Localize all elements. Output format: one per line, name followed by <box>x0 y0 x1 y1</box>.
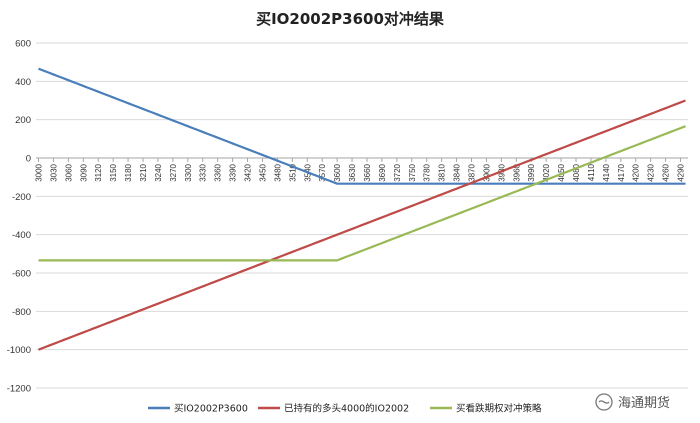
x-tick-label: 3660 <box>363 163 372 181</box>
x-tick-label: 3300 <box>184 163 193 181</box>
x-tick-label: 3960 <box>512 163 521 181</box>
x-tick-label: 3390 <box>229 163 238 181</box>
x-tick-label: 3030 <box>49 163 58 181</box>
x-tick-label: 4110 <box>587 163 596 181</box>
x-tick-label: 3060 <box>64 163 73 181</box>
y-tick-label: 400 <box>15 77 31 88</box>
y-tick-label: -800 <box>12 307 31 318</box>
x-tick-label: 4170 <box>617 163 626 181</box>
x-tick-label: 3420 <box>244 163 253 181</box>
legend-label-2: 已持有的多头4000的IO2002 <box>284 403 409 415</box>
x-tick-label: 3810 <box>438 163 447 181</box>
y-tick-label: 200 <box>15 115 31 126</box>
y-tick-label: -1000 <box>7 345 31 356</box>
series-line-3 <box>38 125 686 262</box>
legend: 买IO2002P3600 已持有的多头4000的IO2002 买看跌期权对冲策略 <box>148 403 542 415</box>
x-tick-label: 3750 <box>408 163 417 181</box>
x-tick-label: 3630 <box>348 163 357 181</box>
watermark-logo-icon <box>595 393 613 411</box>
x-tick-label: 3840 <box>453 163 462 181</box>
y-tick-label: -200 <box>12 192 31 203</box>
series-line-2 <box>38 99 686 351</box>
x-tick-label: 3990 <box>527 163 536 181</box>
y-tick-label: 600 <box>15 39 31 50</box>
x-tick-label: 4080 <box>572 163 581 181</box>
x-tick-label: 4260 <box>662 163 671 181</box>
watermark: 海通期货 <box>595 393 670 411</box>
y-tick-label: 0 <box>26 154 31 165</box>
x-tick-label: 4230 <box>647 163 656 181</box>
x-tick-label: 3210 <box>139 163 148 181</box>
y-tick-label: -1200 <box>7 384 31 395</box>
x-tick-label: 4050 <box>557 163 566 181</box>
x-tick-label: 3240 <box>154 163 163 181</box>
x-tick-label: 3600 <box>333 163 342 181</box>
x-tick-label: 3900 <box>482 163 491 181</box>
x-tick-label: 3690 <box>378 163 387 181</box>
x-tick-label: 3330 <box>199 163 208 181</box>
x-tick-label: 4290 <box>677 163 686 181</box>
x-tick-label: 4140 <box>602 163 611 181</box>
y-tick-label: -600 <box>12 269 31 280</box>
x-tick-label: 3360 <box>214 163 223 181</box>
x-tick-label: 3870 <box>467 163 476 181</box>
legend-label-3: 买看跌期权对冲策略 <box>456 403 542 415</box>
x-tick-label: 4200 <box>632 163 641 181</box>
x-tick-label: 4020 <box>542 163 551 181</box>
x-tick-label: 3480 <box>273 163 282 181</box>
x-tick-label: 3510 <box>288 163 297 181</box>
x-tick-label: 3180 <box>124 163 133 181</box>
x-tick-label: 3270 <box>169 163 178 181</box>
x-tick-label: 3150 <box>109 163 118 181</box>
y-axis-ticks: 600 400 200 0 -200 -400 -600 -800 -1000 -1200 <box>7 39 31 395</box>
x-tick-label: 3090 <box>79 163 88 181</box>
series-line-1 <box>38 67 686 185</box>
watermark-text: 海通期货 <box>618 395 670 411</box>
chart-title: 买IO2002P3600对冲结果 <box>256 10 445 28</box>
x-axis: 3000 3030 3060 3090 3120 3150 3180 3210 3240 3270… <box>34 157 688 182</box>
x-tick-label: 3780 <box>423 163 432 181</box>
x-tick-label: 3120 <box>94 163 103 181</box>
x-tick-label: 3450 <box>258 163 267 181</box>
x-tick-label: 3930 <box>497 163 506 181</box>
x-tick-label: 3720 <box>393 163 402 181</box>
legend-label-1: 买IO2002P3600 <box>174 404 248 415</box>
y-tick-label: -400 <box>12 230 31 241</box>
x-tick-label: 3570 <box>318 163 327 181</box>
series-lines <box>38 67 686 351</box>
x-tick-label: 3000 <box>34 163 43 181</box>
